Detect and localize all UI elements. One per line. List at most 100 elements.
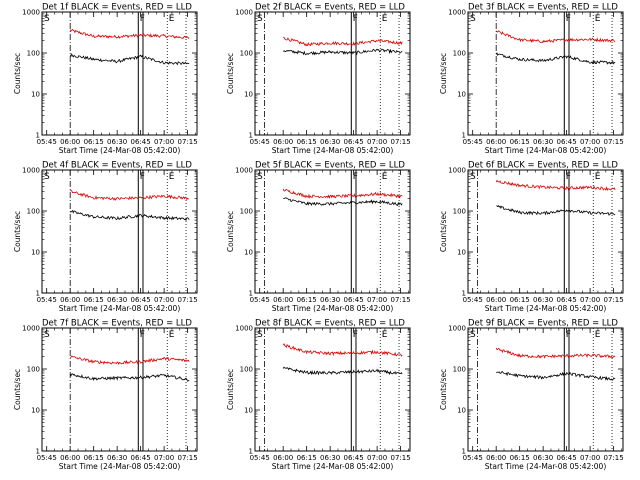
- x-tick-label: 07:00: [580, 296, 600, 304]
- x-tick-label: 06:15: [297, 296, 317, 304]
- panel-det-5: Det 5f BLACK = Events, RED = LLD 1 10 100 10…: [226, 161, 411, 314]
- panel-title: Det 5f BLACK = Events, RED = LLD: [255, 161, 405, 171]
- x-axis-label: Start Time (24-Mar-08 05:42:00): [272, 146, 394, 155]
- y-tick-label: 1: [36, 132, 40, 140]
- s-marker-label: S: [44, 330, 50, 340]
- x-tick-label: 05:45: [250, 454, 270, 462]
- x-tick-label: 07:00: [154, 454, 174, 462]
- f-marker-label: F: [566, 14, 571, 24]
- series-lld-red: [70, 189, 190, 201]
- e-marker-label: E: [169, 330, 175, 340]
- y-tick-label: 10: [244, 249, 253, 257]
- series-events-black: [69, 53, 190, 66]
- x-tick-label: 07:00: [154, 296, 174, 304]
- y-tick-label: 10: [31, 407, 40, 415]
- series-events-black: [282, 366, 403, 376]
- y-tick-label: 1000: [235, 325, 253, 333]
- x-tick-label: 06:00: [486, 454, 506, 462]
- x-tick-label: 07:00: [367, 138, 387, 146]
- y-tick-label: 1: [462, 448, 466, 456]
- f-marker-label: F: [566, 172, 571, 182]
- f-marker-label: F: [140, 14, 145, 24]
- x-tick-label: 05:45: [250, 138, 270, 146]
- panel-det-1: Det 1f BLACK = Events, RED = LLD 1 10 100 10…: [13, 3, 198, 156]
- y-tick-label: 1000: [235, 167, 253, 175]
- s-marker-label: S: [257, 172, 263, 182]
- y-tick-label: 100: [240, 366, 253, 374]
- plot-frame: [467, 327, 624, 452]
- x-tick-label: 06:45: [131, 296, 151, 304]
- x-axis-label: Start Time (24-Mar-08 05:42:00): [272, 462, 394, 471]
- y-tick-label: 1: [249, 448, 253, 456]
- x-tick-label: 06:45: [557, 454, 577, 462]
- x-tick-label: 06:45: [344, 454, 364, 462]
- x-tick-label: 06:30: [320, 138, 340, 146]
- series-lld-red: [495, 179, 616, 191]
- panel-title: Det 8f BLACK = Events, RED = LLD: [255, 319, 405, 329]
- y-tick-label: 10: [244, 91, 253, 99]
- y-tick-label: 1: [36, 290, 40, 298]
- x-tick-label: 06:15: [510, 454, 530, 462]
- panel-det-7: Det 7f BLACK = Events, RED = LLD 1 10 100 10…: [13, 319, 198, 472]
- y-axis-label: Counts/sec: [439, 53, 448, 94]
- y-tick-label: 1000: [22, 325, 40, 333]
- x-tick-label: 07:15: [178, 296, 198, 304]
- series-events-black: [496, 205, 616, 216]
- x-tick-label: 05:45: [463, 296, 483, 304]
- series-events-black: [283, 197, 403, 207]
- series-events-black: [495, 52, 616, 65]
- series-lld-red: [282, 343, 403, 357]
- y-tick-label: 10: [457, 407, 466, 415]
- s-marker-label: S: [470, 172, 476, 182]
- x-tick-label: 06:15: [297, 454, 317, 462]
- s-marker-label: S: [44, 172, 50, 182]
- y-tick-label: 10: [457, 249, 466, 257]
- s-marker-label: S: [257, 330, 263, 340]
- panel-det-4: Det 4f BLACK = Events, RED = LLD 1 10 100 10…: [13, 161, 198, 314]
- x-tick-label: 05:45: [463, 454, 483, 462]
- y-tick-label: 10: [244, 407, 253, 415]
- x-tick-label: 06:30: [107, 296, 127, 304]
- x-tick-label: 05:45: [250, 296, 270, 304]
- x-tick-label: 06:30: [107, 138, 127, 146]
- plot-frame: [254, 11, 411, 136]
- y-tick-label: 100: [27, 50, 40, 58]
- x-axis-label: Start Time (24-Mar-08 05:42:00): [485, 146, 607, 155]
- series-lld-red: [282, 188, 403, 199]
- y-tick-label: 1: [36, 448, 40, 456]
- panel-title: Det 4f BLACK = Events, RED = LLD: [42, 161, 192, 171]
- x-tick-label: 07:15: [604, 138, 624, 146]
- y-tick-label: 1000: [448, 167, 466, 175]
- series-lld-red: [69, 28, 190, 40]
- y-tick-label: 100: [27, 208, 40, 216]
- panel-title: Det 9f BLACK = Events, RED = LLD: [468, 319, 618, 329]
- panel-title: Det 1f BLACK = Events, RED = LLD: [42, 3, 192, 13]
- x-tick-label: 07:15: [391, 296, 411, 304]
- x-tick-label: 05:45: [37, 138, 57, 146]
- panel-det-3: Det 3f BLACK = Events, RED = LLD 1 10 100 10…: [439, 3, 624, 156]
- x-tick-label: 06:30: [320, 296, 340, 304]
- y-tick-label: 1: [462, 132, 466, 140]
- series-lld-red: [283, 36, 403, 47]
- x-tick-label: 07:00: [580, 454, 600, 462]
- f-marker-label: F: [140, 172, 145, 182]
- x-tick-label: 06:30: [533, 138, 553, 146]
- x-tick-label: 06:15: [510, 138, 530, 146]
- s-marker-label: S: [470, 330, 476, 340]
- x-tick-label: 06:30: [533, 454, 553, 462]
- x-tick-label: 06:30: [533, 296, 553, 304]
- y-tick-label: 100: [453, 50, 466, 58]
- x-tick-label: 06:45: [344, 138, 364, 146]
- y-axis-label: Counts/sec: [13, 211, 22, 252]
- panel-title: Det 7f BLACK = Events, RED = LLD: [42, 319, 192, 329]
- y-tick-label: 1: [249, 132, 253, 140]
- x-tick-label: 06:00: [60, 296, 80, 304]
- series-events-black: [496, 371, 616, 381]
- x-axis-label: Start Time (24-Mar-08 05:42:00): [59, 304, 181, 313]
- y-tick-label: 10: [31, 249, 40, 257]
- x-tick-label: 06:45: [557, 296, 577, 304]
- series-events-black: [282, 48, 403, 56]
- x-tick-label: 06:45: [131, 454, 151, 462]
- x-tick-label: 07:15: [391, 138, 411, 146]
